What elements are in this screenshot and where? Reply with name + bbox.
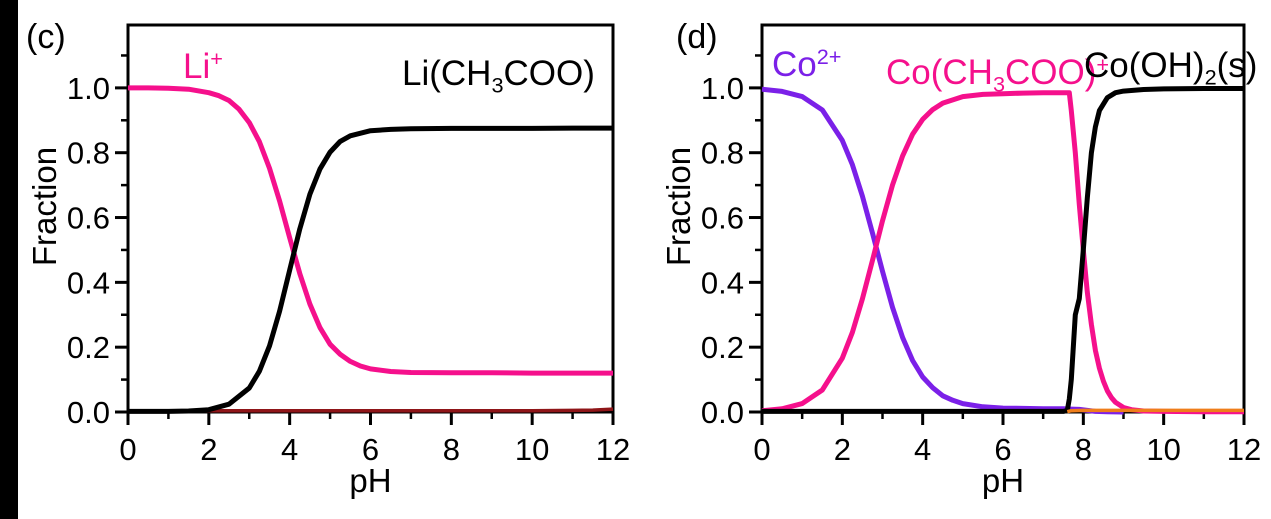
curve-minor-species-orange <box>1066 408 1244 414</box>
x-tick-label-c: 6 <box>362 432 379 467</box>
curve-label-part: Li(CH <box>402 54 492 93</box>
left-edge-bar <box>0 0 18 519</box>
y-axis-label-d: Fraction <box>660 147 697 266</box>
curve-label-part: Co(CH <box>886 52 993 92</box>
curve-Co(OH)2(s) <box>762 86 1244 414</box>
curve-label-Co(OH)2(s): Co(OH)2(s) <box>1084 48 1257 88</box>
curve-label-part: 2 <box>1204 64 1217 90</box>
curve-label-part: 2+ <box>816 44 842 69</box>
y-tick-label-c: 0.0 <box>67 395 110 430</box>
x-tick-label-c: 4 <box>281 432 298 467</box>
x-tick-label-d: 6 <box>994 432 1011 467</box>
y-tick-label-d: 0.6 <box>701 201 744 236</box>
curve-label-part: Co <box>772 44 817 84</box>
x-tick-label-d: 2 <box>834 432 851 467</box>
x-tick-label-d: 10 <box>1146 432 1180 467</box>
curve-label-part: COO) <box>503 54 595 93</box>
x-axis-label-d: pH <box>982 462 1024 499</box>
x-tick-label-d: 12 <box>1227 432 1261 467</box>
y-tick-label-c: 0.6 <box>67 201 110 236</box>
y-tick-label-d: 0.8 <box>701 136 744 171</box>
curve-label-part: + <box>1096 52 1110 77</box>
curve-label-Li(CH3COO): Li(CH3COO) <box>402 56 595 96</box>
curve-Li(CH3COO) <box>128 125 613 414</box>
curve-label-part: COO) <box>1005 52 1097 92</box>
x-axis-label-c: pH <box>349 462 391 499</box>
panel-label-c: (c) <box>26 18 66 56</box>
curve-label-Co(CH3COO)+: Co(CH3COO)+ <box>886 54 1109 95</box>
y-tick-label-d: 1.0 <box>701 71 744 106</box>
x-tick-label-c: 10 <box>515 432 549 467</box>
y-tick-label-c: 0.4 <box>67 265 110 300</box>
curve-Co2+ <box>761 86 1124 415</box>
curve-label-part: 3 <box>992 71 1006 97</box>
curve-label-part: Co(OH) <box>1084 46 1205 85</box>
panel-label-d: (d) <box>676 18 718 56</box>
curve-label-Co2+: Co2+ <box>772 46 841 82</box>
curve-label-part: + <box>210 46 223 71</box>
y-tick-label-c: 0.2 <box>67 330 110 365</box>
curve-label-Li+: Li+ <box>183 48 223 84</box>
x-tick-label-c: 12 <box>596 432 630 467</box>
y-axis-label-c: Fraction <box>26 147 63 266</box>
curve-Li+ <box>128 85 613 376</box>
x-tick-label-c: 8 <box>443 432 460 467</box>
panel-c-plot: 0 2 4 6 8 10 12 0.0 0.2 0.4 0.6 0.8 1.0 pH Fraction <box>26 23 630 499</box>
curve-label-part: 3 <box>491 72 504 98</box>
panel-d-plot: 0 2 4 6 8 10 12 0.0 0.2 0.4 0.6 0.8 1.0 pH Fraction <box>660 23 1261 499</box>
curve-label-part: (s) <box>1216 46 1258 85</box>
curve-minor-species-dark-red <box>128 407 614 413</box>
y-tick-label-d: 0.2 <box>701 330 744 365</box>
x-tick-label-d: 4 <box>914 432 931 467</box>
y-tick-label-c: 0.8 <box>67 136 110 171</box>
x-tick-label-d: 0 <box>753 432 770 467</box>
y-tick-label-d: 0.4 <box>701 265 744 300</box>
curve-label-part: Li <box>183 46 211 86</box>
x-tick-label-c: 0 <box>119 432 136 467</box>
curve-Co(CH3COO)+ <box>761 90 1244 415</box>
y-tick-label-d: 0.0 <box>701 395 744 430</box>
x-tick-label-d: 8 <box>1075 432 1092 467</box>
x-tick-label-c: 2 <box>200 432 217 467</box>
y-tick-label-c: 1.0 <box>67 71 110 106</box>
